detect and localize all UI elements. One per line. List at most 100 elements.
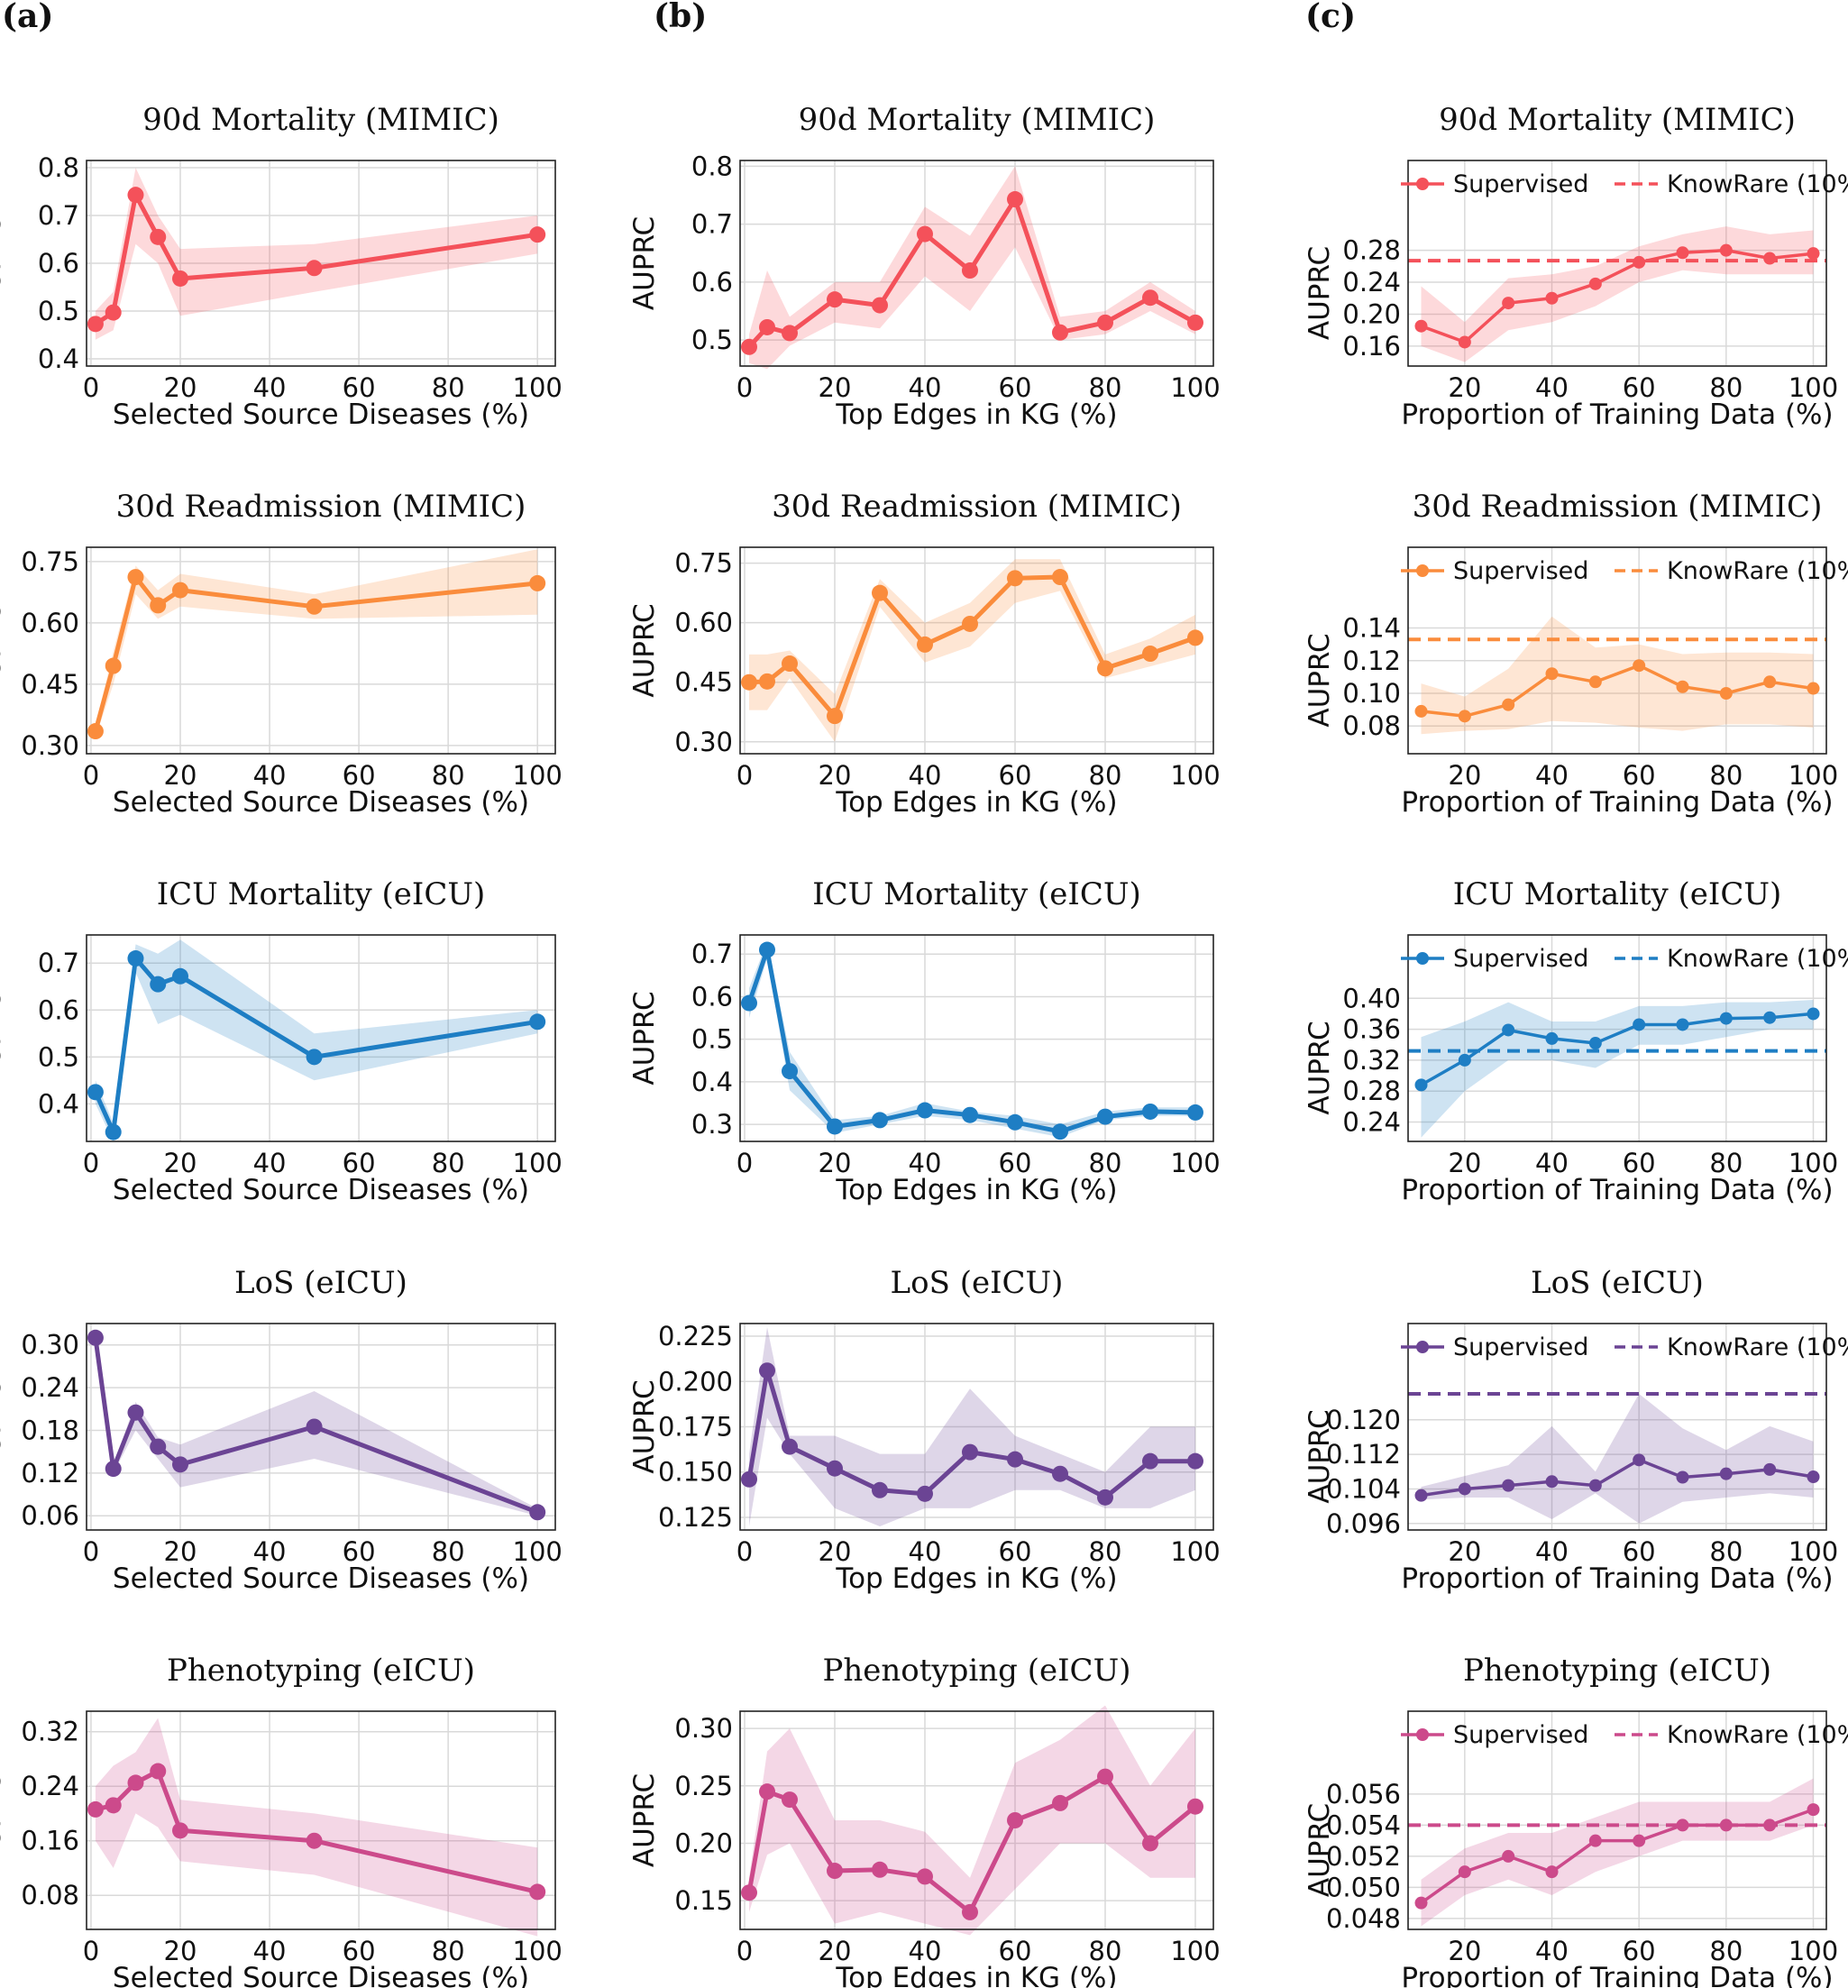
data-point: [1633, 1453, 1646, 1467]
data-point: [306, 1049, 323, 1066]
y-tick-label: 0.175: [658, 1412, 733, 1443]
chart-title: ICU Mortality (eICU): [812, 876, 1141, 912]
data-point: [1052, 1794, 1068, 1811]
x-tick-label: 20: [1448, 372, 1481, 403]
x-tick-label: 100: [1789, 1936, 1838, 1966]
x-tick-label: 100: [1789, 1148, 1838, 1178]
data-point: [1676, 1018, 1689, 1031]
x-tick-label: 80: [1089, 1148, 1122, 1178]
data-point: [529, 1883, 546, 1901]
data-point: [1458, 1865, 1471, 1879]
y-tick-label: 0.18: [21, 1415, 79, 1445]
data-point: [150, 228, 167, 245]
y-axis-label: AUPRC: [628, 603, 661, 697]
data-point: [1545, 1031, 1559, 1045]
chart-title: 90d Mortality (MIMIC): [1439, 102, 1796, 138]
data-point: [1719, 1012, 1733, 1025]
y-axis-label: AUPRC: [0, 216, 7, 310]
y-axis-label: AUPRC: [0, 991, 7, 1085]
data-point: [1142, 1452, 1158, 1470]
chart-a3: ICU Mortality (eICU) 0 20 40 60 80 100 0.4 0.5 0.…: [0, 876, 563, 1206]
legend-supervised-label: Supervised: [1453, 1721, 1588, 1749]
data-point: [87, 1084, 104, 1101]
data-point: [1007, 570, 1023, 587]
y-tick-label: 0.054: [1326, 1809, 1401, 1840]
y-tick-label: 0.5: [691, 1024, 733, 1055]
data-point: [1142, 1835, 1158, 1852]
data-point: [1187, 1452, 1203, 1470]
chart-a2: 30d Readmission (MIMIC) 0 20 40 60 80 100 0.30 0…: [0, 489, 563, 819]
legend-supervised-label: Supervised: [1453, 945, 1588, 973]
x-tick-label: 20: [819, 372, 852, 403]
data-point: [105, 657, 122, 674]
x-tick-label: 40: [253, 1936, 287, 1966]
data-point: [782, 655, 798, 673]
data-point: [105, 1461, 122, 1478]
data-point: [1588, 1479, 1602, 1492]
x-tick-label: 80: [432, 1536, 465, 1567]
y-tick-label: 0.24: [1342, 1107, 1401, 1138]
y-axis-label: AUPRC: [0, 1379, 7, 1473]
data-point: [1007, 191, 1023, 208]
y-tick-label: 0.6: [38, 994, 79, 1025]
data-point: [1502, 1023, 1515, 1037]
x-tick-label: 40: [1535, 760, 1569, 791]
data-point: [1142, 1103, 1158, 1120]
data-point: [759, 1783, 775, 1800]
data-point: [1458, 1482, 1471, 1496]
x-axis-label: Selected Source Diseases (%): [113, 1174, 529, 1206]
confidence-band: [1421, 1000, 1814, 1138]
plot-frame: [86, 934, 556, 1142]
data-point: [306, 1832, 323, 1849]
data-point: [1502, 1849, 1515, 1863]
x-tick-label: 60: [999, 372, 1032, 403]
y-tick-label: 0.6: [691, 267, 733, 298]
chart-a1: 90d Mortality (MIMIC) 0 20 40 60 80 100 0.4 0.5 0…: [0, 102, 563, 431]
x-tick-label: 100: [513, 372, 563, 403]
y-axis-label: AUPRC: [1304, 1021, 1336, 1114]
y-tick-label: 0.7: [38, 200, 79, 231]
panel-label-a: (a): [2, 0, 53, 35]
confidence-band: [749, 1327, 1195, 1526]
x-tick-label: 80: [1709, 1148, 1743, 1178]
data-point: [1633, 659, 1646, 673]
legend-supervised-marker: [1416, 178, 1429, 190]
data-point: [1502, 698, 1515, 711]
x-tick-label: 40: [253, 760, 287, 791]
chart-title: 90d Mortality (MIMIC): [799, 102, 1156, 138]
x-tick-label: 100: [513, 1536, 563, 1567]
plot-frame: [86, 1710, 556, 1930]
legend-knowrare-label: KnowRare (10%): [1667, 1333, 1848, 1361]
x-tick-label: 60: [343, 1536, 376, 1567]
plot-frame: [1407, 934, 1827, 1142]
data-point: [872, 584, 888, 601]
x-tick-label: 60: [1623, 1536, 1656, 1567]
x-axis-label: Selected Source Diseases (%): [113, 399, 529, 431]
plot-frame: [739, 546, 1214, 755]
data-point: [1807, 1007, 1820, 1021]
charts-group: 90d Mortality (MIMIC)0 20 40 60 80 1000.40.50…: [0, 102, 1848, 1988]
data-point: [1763, 1011, 1777, 1024]
data-point: [105, 304, 122, 321]
y-tick-label: 0.30: [674, 727, 733, 757]
chart-a5: Phenotyping (eICU) 0 20 40 60 80 100 0.08 0.16 0.…: [0, 1653, 563, 1988]
data-point: [87, 723, 104, 740]
y-axis-label: AUPRC: [1304, 246, 1336, 340]
y-tick-label: 0.40: [1342, 983, 1401, 1013]
data-point: [1097, 1768, 1113, 1785]
y-tick-label: 0.8: [38, 152, 79, 183]
data-point: [741, 1884, 757, 1901]
data-point: [105, 1123, 122, 1141]
x-tick-label: 20: [819, 1148, 852, 1178]
data-point: [1719, 243, 1733, 257]
x-tick-label: 60: [1623, 1936, 1656, 1966]
y-axis-label: AUPRC: [628, 1379, 661, 1473]
x-tick-label: 0: [83, 1936, 99, 1966]
chart-c5: Phenotyping (eICU)20 40 60 80 1000.0480.0500…: [1304, 1653, 1848, 1988]
y-axis-label: AUPRC: [0, 603, 7, 697]
data-point: [1588, 675, 1602, 689]
data-point: [782, 325, 798, 342]
data-point: [1763, 1819, 1777, 1832]
y-tick-label: 0.048: [1326, 1903, 1401, 1934]
